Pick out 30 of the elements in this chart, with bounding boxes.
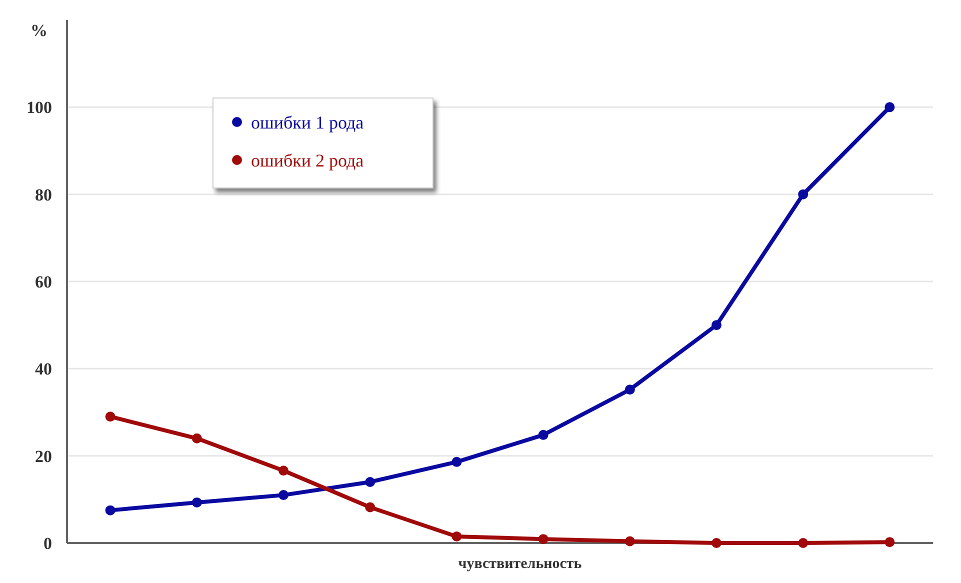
point: [624, 384, 635, 395]
y-axis-title: %: [30, 21, 48, 40]
y-tick-label: 100: [26, 98, 52, 118]
point: [278, 466, 288, 476]
point: [105, 412, 116, 422]
point: [452, 531, 462, 542]
point: [712, 320, 722, 330]
y-tick-label: 80: [35, 185, 52, 204]
point: [798, 189, 808, 200]
point: [365, 502, 376, 512]
point: [105, 505, 116, 516]
point: [192, 433, 202, 444]
legend-label: ошибки 2 рода: [251, 150, 364, 170]
y-tick-label: 40: [35, 360, 52, 379]
y-tick-label: 60: [35, 272, 52, 292]
point: [452, 456, 462, 467]
y-tick-label: 20: [35, 446, 52, 466]
point: [884, 102, 895, 112]
point: [798, 538, 808, 548]
point: [538, 534, 548, 544]
point: [884, 537, 895, 548]
point: [365, 476, 376, 487]
point: [278, 490, 288, 500]
point: [192, 497, 202, 508]
x-axis-title: чувствительность: [458, 556, 582, 572]
point: [712, 538, 722, 548]
point: [624, 536, 635, 546]
y-tick-label: 0: [44, 534, 52, 553]
point: [538, 430, 548, 440]
legend-label: ошибки 1 рода: [251, 112, 364, 132]
